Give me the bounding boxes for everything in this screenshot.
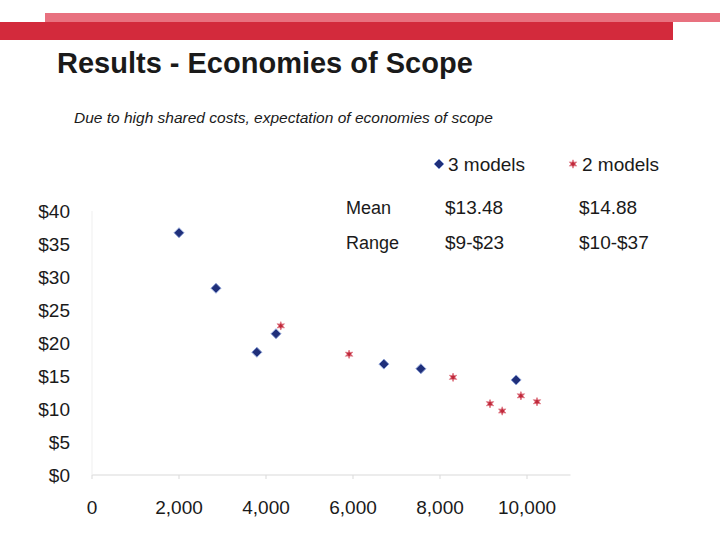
x-tick-label: 6,000	[329, 497, 377, 518]
point	[211, 283, 221, 293]
summary-row-label: Range	[346, 233, 399, 253]
x-tick-label: 2,000	[155, 497, 203, 518]
legend-marker	[434, 159, 444, 169]
y-tick-label: $20	[38, 333, 70, 354]
summary-value: $14.88	[579, 197, 637, 218]
legend-label: 3 models	[448, 154, 525, 175]
y-tick-label: $30	[38, 267, 70, 288]
point	[345, 350, 352, 358]
x-tick-label: 0	[87, 497, 98, 518]
legend-label: 2 models	[582, 154, 659, 175]
point	[252, 347, 262, 357]
y-tick-label: $25	[38, 300, 70, 321]
summary-value: $10-$37	[579, 232, 649, 253]
point	[533, 398, 540, 406]
y-axis	[92, 211, 93, 475]
point	[449, 373, 456, 381]
point	[486, 400, 493, 408]
y-tick-label: $5	[49, 432, 70, 453]
point	[271, 329, 281, 339]
summary-row-label: Mean	[346, 198, 391, 218]
point	[174, 228, 184, 238]
point	[379, 359, 389, 369]
point	[511, 375, 521, 385]
point	[517, 392, 524, 400]
x-tick-label: 10,000	[498, 497, 556, 518]
x-tick-label: 8,000	[416, 497, 464, 518]
x-tick-label: 4,000	[242, 497, 290, 518]
point	[277, 322, 284, 330]
point	[416, 364, 426, 374]
y-tick-label: $15	[38, 366, 70, 387]
y-tick-label: $10	[38, 399, 70, 420]
summary-value: $9-$23	[445, 232, 504, 253]
y-tick-label: $0	[49, 465, 70, 486]
y-tick-label: $40	[38, 201, 70, 222]
y-tick-label: $35	[38, 234, 70, 255]
chart: Results - Economies of Scope Due to high …	[0, 0, 720, 540]
title: Results - Economies of Scope	[57, 47, 473, 79]
header-band	[45, 13, 720, 22]
subtitle: Due to high shared costs, expectation of…	[74, 109, 493, 126]
header-bar	[0, 22, 673, 40]
summary-value: $13.48	[445, 197, 503, 218]
x-axis	[92, 474, 571, 475]
legend-marker	[569, 160, 576, 168]
points	[174, 228, 541, 415]
point	[499, 407, 506, 415]
